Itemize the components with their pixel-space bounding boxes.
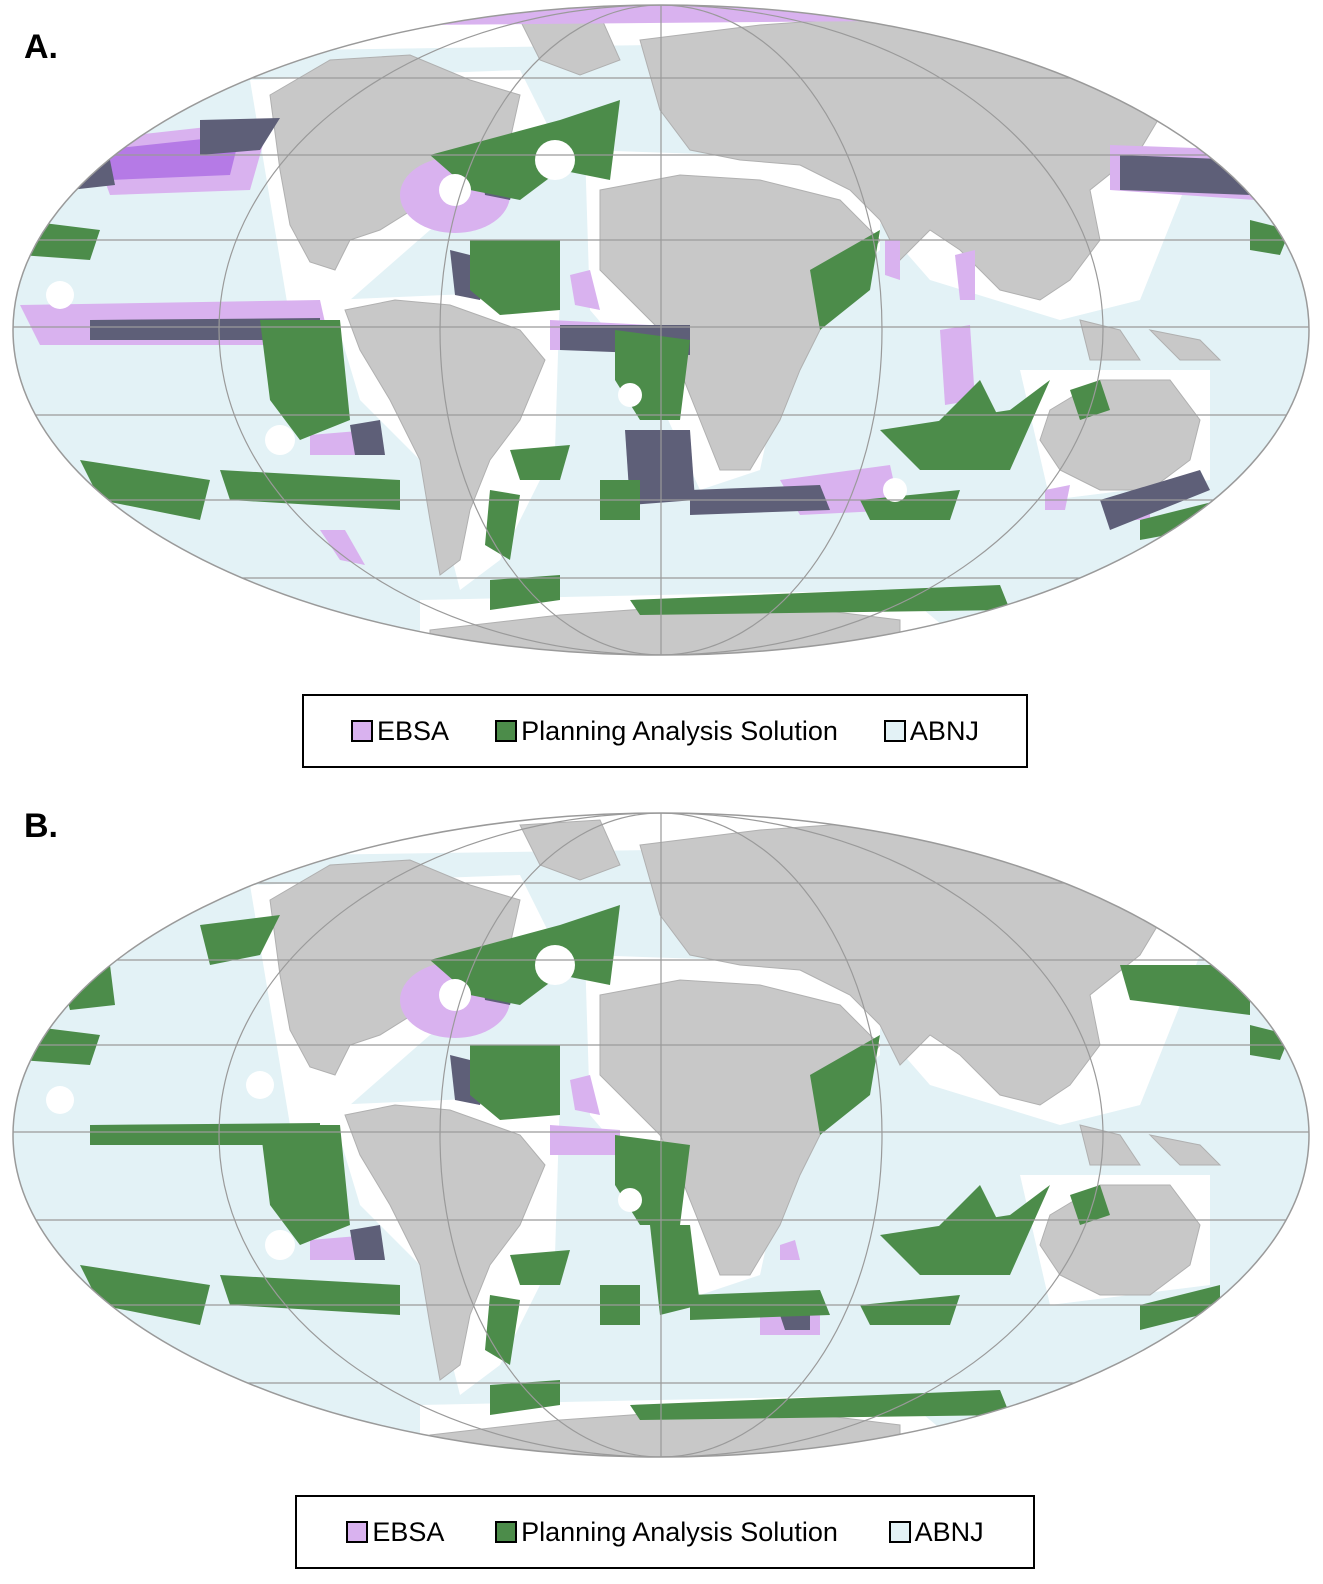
legend-label-solution: Planning Analysis Solution bbox=[521, 1516, 838, 1547]
unprotected-patches bbox=[46, 140, 907, 502]
legend-b: EBSA Planning Analysis Solution ABNJ bbox=[295, 1495, 1035, 1569]
world-map-b bbox=[12, 812, 1310, 1458]
legend-label-ebsa: EBSA bbox=[377, 715, 450, 746]
legend-label-ebsa: EBSA bbox=[372, 1516, 445, 1547]
legend-item-ebsa: EBSA bbox=[346, 1517, 444, 1548]
legend-item-abnj: ABNJ bbox=[888, 1516, 984, 1548]
legend-label-abnj: ABNJ bbox=[909, 715, 979, 746]
solution-areas bbox=[20, 905, 1290, 1420]
legend-label-abnj: ABNJ bbox=[914, 1516, 984, 1547]
ebsa-swatch-icon bbox=[351, 720, 374, 742]
map-panel-b: B. EBSA Planning Analysis Solution ABNJ bbox=[0, 805, 1323, 1584]
legend-label-solution: Planning Analysis Solution bbox=[521, 715, 838, 746]
world-map-a bbox=[12, 4, 1310, 656]
ebsa-swatch-icon bbox=[346, 1521, 369, 1543]
land-masses bbox=[269, 14, 1222, 655]
map-panel-a: A. EBSA Planning Analysis Solution ABNJ bbox=[0, 0, 1323, 790]
legend-item-solution: Planning Analysis Solution bbox=[495, 1517, 838, 1548]
unprotected-patches bbox=[46, 945, 642, 1260]
solution-swatch-icon bbox=[495, 1521, 518, 1543]
legend-item-solution: Planning Analysis Solution bbox=[495, 716, 838, 747]
panel-label-a: A. bbox=[24, 28, 58, 66]
abnj-swatch-icon bbox=[883, 720, 906, 742]
legend-item-abnj: ABNJ bbox=[883, 715, 979, 747]
graticule bbox=[13, 5, 1309, 655]
legend-a: EBSA Planning Analysis Solution ABNJ bbox=[302, 694, 1028, 768]
legend-item-ebsa: EBSA bbox=[351, 716, 449, 747]
panel-label-b: B. bbox=[24, 807, 58, 845]
abnj-swatch-icon bbox=[888, 1521, 911, 1543]
solution-swatch-icon bbox=[495, 720, 518, 742]
